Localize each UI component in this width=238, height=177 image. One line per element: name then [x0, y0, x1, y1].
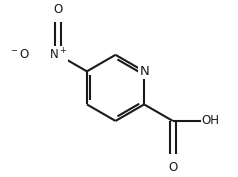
Text: O: O: [168, 161, 177, 174]
Text: $^-$O: $^-$O: [9, 48, 30, 61]
Text: O: O: [54, 3, 63, 16]
Text: N: N: [139, 65, 149, 78]
Text: OH: OH: [202, 114, 220, 127]
Text: N$^+$: N$^+$: [49, 47, 68, 62]
